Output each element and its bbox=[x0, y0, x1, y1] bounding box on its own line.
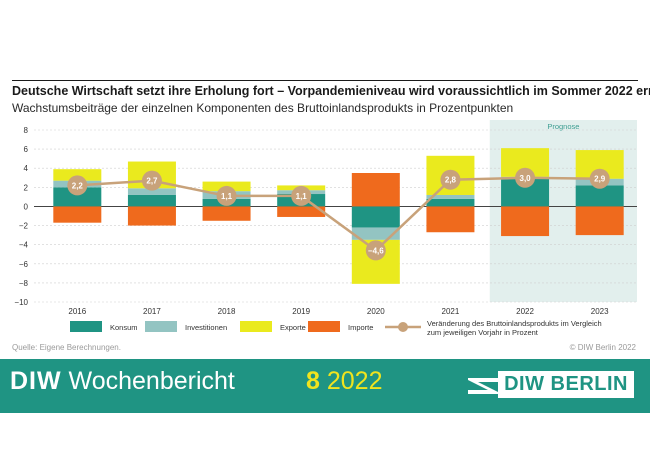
logo-text: DIW BERLIN bbox=[498, 371, 634, 398]
chart-subtitle: Wachstumsbeiträge der einzelnen Komponen… bbox=[12, 101, 514, 115]
bar-importe-2016 bbox=[53, 206, 102, 223]
bar-konsum-2016 bbox=[53, 187, 102, 207]
gdp-data-label: 1,1 bbox=[221, 192, 233, 201]
gdp-data-label: −4,6 bbox=[368, 246, 384, 255]
gdp-point bbox=[291, 185, 312, 206]
bar-investitionen-2017 bbox=[127, 188, 176, 195]
bar-investitionen-2021 bbox=[426, 194, 475, 199]
gdp-point bbox=[365, 240, 386, 261]
gdp-point bbox=[67, 175, 88, 196]
title-rule bbox=[12, 80, 638, 81]
bar-importe-2018 bbox=[202, 206, 251, 221]
gdp-line bbox=[77, 176, 600, 253]
legend-label: Veränderung des Bruttoinlandsprodukts im… bbox=[427, 319, 602, 328]
y-tick-label: −2 bbox=[19, 222, 29, 231]
diw-logo: DIW BERLIN bbox=[468, 371, 634, 398]
x-tick-label: 2020 bbox=[367, 307, 385, 316]
x-tick-label: 2016 bbox=[68, 307, 86, 316]
legend-label: Exporte bbox=[280, 323, 306, 332]
legend-swatch-investitionen bbox=[145, 321, 177, 332]
gdp-data-label: 2,2 bbox=[72, 181, 84, 190]
issue-year: 2022 bbox=[319, 367, 383, 395]
legend-label: Konsum bbox=[110, 323, 138, 332]
legend-label: Importe bbox=[348, 323, 373, 332]
legend-label: Investitionen bbox=[185, 323, 227, 332]
brand-rest: Wochenbericht bbox=[61, 367, 235, 395]
source-note: Quelle: Eigene Berechnungen. bbox=[12, 343, 121, 352]
y-tick-label: 2 bbox=[24, 183, 29, 192]
x-tick-label: 2018 bbox=[218, 307, 236, 316]
publication-title: DIW Wochenbericht bbox=[10, 367, 235, 396]
gdp-data-label: 1,1 bbox=[296, 192, 308, 201]
x-tick-label: 2022 bbox=[516, 307, 534, 316]
y-tick-label: −4 bbox=[19, 241, 29, 250]
x-tick-label: 2023 bbox=[591, 307, 609, 316]
gdp-data-label: 2,9 bbox=[594, 175, 606, 184]
y-tick-label: 8 bbox=[24, 126, 29, 135]
issue-label: 8 2022 bbox=[306, 367, 382, 396]
bar-exporte-2016 bbox=[53, 169, 102, 181]
y-tick-label: 6 bbox=[24, 145, 29, 154]
y-tick-label: 4 bbox=[24, 164, 29, 173]
bar-konsum-2021 bbox=[426, 198, 475, 207]
bar-konsum-2020 bbox=[351, 206, 400, 228]
y-tick-label: 0 bbox=[24, 202, 29, 211]
gdp-point bbox=[440, 169, 461, 190]
bar-investitionen-2020 bbox=[351, 227, 400, 240]
gdp-point bbox=[515, 167, 536, 188]
y-tick-label: −8 bbox=[19, 279, 29, 288]
bar-importe-2017 bbox=[127, 206, 176, 226]
y-tick-label: −10 bbox=[14, 298, 28, 307]
gdp-point bbox=[589, 168, 610, 189]
x-tick-label: 2021 bbox=[442, 307, 460, 316]
bar-konsum-2023 bbox=[575, 185, 624, 207]
gdp-data-label: 2,8 bbox=[445, 176, 457, 185]
legend-label: zum jeweiligen Vorjahr in Prozent bbox=[427, 328, 539, 337]
x-tick-label: 2019 bbox=[292, 307, 310, 316]
gdp-point bbox=[216, 185, 237, 206]
legend-swatch-exporte bbox=[240, 321, 272, 332]
gdp-point bbox=[141, 170, 162, 191]
gdp-data-label: 2,7 bbox=[146, 177, 158, 186]
gdp-data-label: 3,0 bbox=[520, 174, 532, 183]
x-tick-label: 2017 bbox=[143, 307, 161, 316]
bar-konsum-2017 bbox=[127, 194, 176, 207]
footer-banner: DIW Wochenbericht 8 2022 DIW BERLIN bbox=[0, 359, 650, 413]
diw-logo-icon bbox=[468, 377, 499, 394]
bar-importe-2019 bbox=[277, 206, 326, 217]
chart-title: Deutsche Wirtschaft setzt ihre Erholung … bbox=[12, 84, 650, 98]
legend-swatch-konsum bbox=[70, 321, 102, 332]
y-tick-label: −6 bbox=[19, 260, 29, 269]
legend-line-marker bbox=[398, 322, 408, 332]
issue-number: 8 bbox=[306, 367, 320, 395]
legend-swatch-importe bbox=[308, 321, 340, 332]
copyright-note: © DIW Berlin 2022 bbox=[569, 343, 636, 352]
brand-bold: DIW bbox=[10, 367, 62, 395]
bar-importe-2020 bbox=[351, 173, 400, 207]
forecast-label: Prognose bbox=[547, 122, 579, 131]
bar-importe-2023 bbox=[575, 206, 624, 236]
bar-importe-2022 bbox=[501, 206, 550, 237]
chart: Prognose −10 −8 −6 −4 −2 0 2 4 6 8 2016 2017 2018 2019… bbox=[14, 120, 637, 337]
bar-importe-2021 bbox=[426, 206, 475, 233]
